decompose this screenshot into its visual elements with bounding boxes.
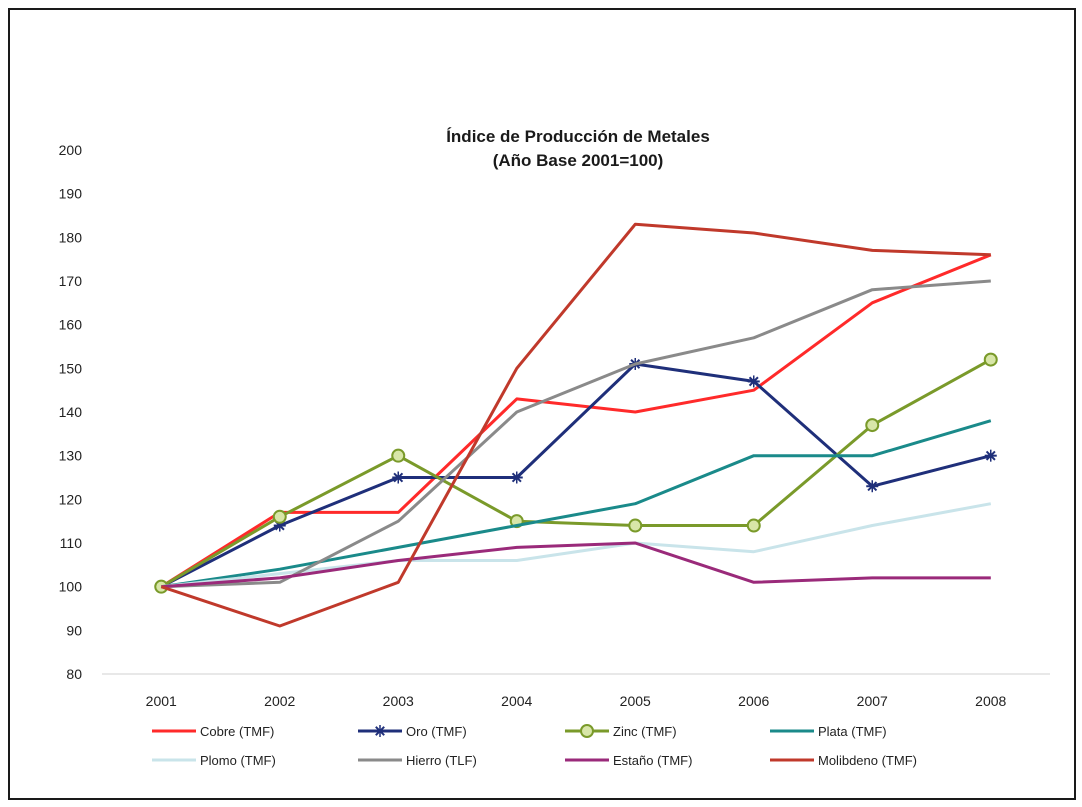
legend-label: Hierro (TLF): [406, 753, 477, 768]
legend-label: Oro (TMF): [406, 724, 467, 739]
legend-item: Plomo (TMF): [152, 753, 276, 768]
x-tick-label: 2003: [383, 693, 414, 709]
y-tick-label: 130: [59, 448, 83, 464]
circle-marker: [628, 518, 643, 533]
legend-item: Zinc (TMF): [565, 724, 677, 739]
series-hierro-tlf: [161, 279, 991, 589]
circle-marker: [983, 352, 998, 367]
x-tick-label: 2008: [975, 693, 1006, 709]
legend: Cobre (TMF) Oro (TMF) Zinc (TMF) Plata (TMF…: [152, 724, 917, 768]
y-tick-label: 80: [66, 666, 82, 682]
y-tick-label: 180: [59, 229, 83, 245]
y-tick-label: 100: [59, 579, 83, 595]
series-line: [160, 253, 992, 588]
y-tick-label: 120: [59, 491, 83, 507]
star-marker: [747, 375, 760, 388]
y-tick-label: 170: [59, 273, 83, 289]
series-plata-tmf: [161, 419, 992, 589]
star-marker: [866, 480, 879, 493]
star-marker: [374, 725, 386, 737]
y-tick-label: 160: [59, 317, 83, 333]
legend-item: Molibdeno (TMF): [770, 753, 917, 768]
y-tick-label: 200: [59, 142, 83, 158]
x-tick-label: 2006: [738, 693, 769, 709]
series-line: [161, 541, 991, 589]
legend-label: Cobre (TMF): [200, 724, 274, 739]
legend-item: Estaño (TMF): [565, 753, 692, 768]
chart-frame: Índice de Producción de Metales (Año Bas…: [8, 8, 1076, 800]
x-tick-label: 2002: [264, 693, 295, 709]
x-tick-label: 2001: [146, 693, 177, 709]
axes: 80 90 100 110 120 130 140 150 160 170 180 190 200 200…: [59, 142, 1050, 709]
star-marker: [392, 471, 405, 484]
y-tick-label: 190: [59, 186, 83, 202]
legend-item: Hierro (TLF): [358, 753, 477, 768]
legend-label: Molibdeno (TMF): [818, 753, 917, 768]
legend-label: Plata (TMF): [818, 724, 887, 739]
series-line: [160, 222, 991, 628]
line-chart: Índice de Producción de Metales (Año Bas…: [59, 127, 1050, 768]
series-line: [161, 419, 992, 589]
circle-marker: [580, 724, 594, 738]
y-tick-label: 90: [66, 622, 82, 638]
circle-marker: [391, 448, 406, 463]
legend-item: Oro (TMF): [358, 724, 467, 739]
legend-label: Zinc (TMF): [613, 724, 677, 739]
x-tick-label: 2005: [620, 693, 651, 709]
series-oro-tmf: [155, 357, 997, 593]
series-line: [161, 279, 991, 589]
star-marker: [984, 449, 997, 462]
chart-title: Índice de Producción de Metales: [446, 127, 710, 146]
star-marker: [510, 471, 523, 484]
circle-marker: [865, 418, 880, 433]
series-molibdeno-tmf: [160, 222, 991, 628]
legend-label: Estaño (TMF): [613, 753, 692, 768]
legend-item: Cobre (TMF): [152, 724, 274, 739]
x-tick-label: 2007: [857, 693, 888, 709]
series-lines: [154, 222, 998, 628]
circle-marker: [272, 509, 287, 524]
y-tick-label: 110: [60, 535, 83, 551]
x-tick-label: 2004: [501, 693, 532, 709]
y-tick-label: 140: [59, 404, 83, 420]
legend-item: Plata (TMF): [770, 724, 887, 739]
legend-label: Plomo (TMF): [200, 753, 276, 768]
circle-marker: [746, 518, 761, 533]
series-line: [160, 358, 992, 588]
series-line: [160, 362, 992, 589]
y-tick-label: 150: [59, 360, 83, 376]
chart-subtitle: (Año Base 2001=100): [493, 151, 664, 170]
